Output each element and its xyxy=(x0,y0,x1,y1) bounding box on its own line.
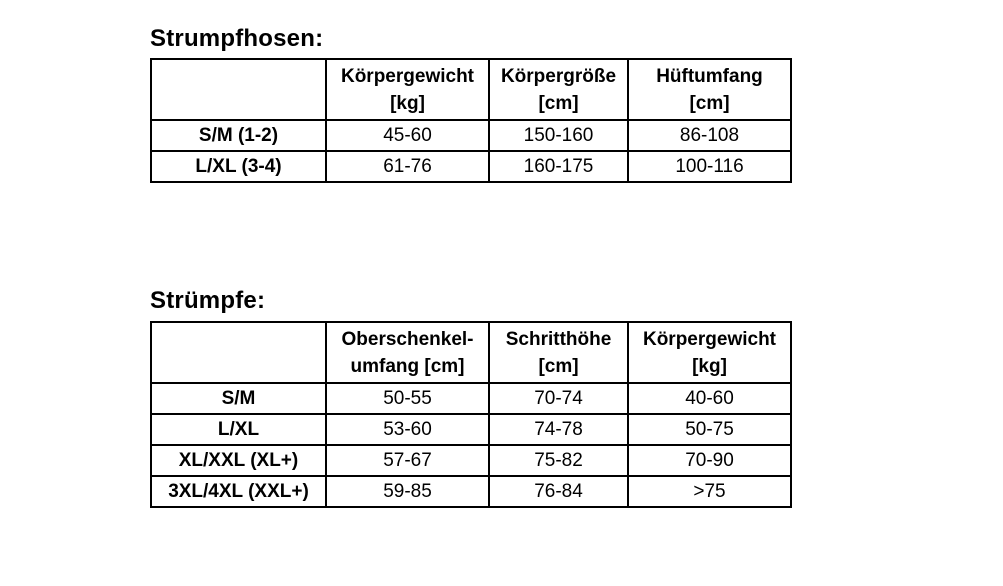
value-cell: 45-60 xyxy=(325,119,490,152)
value-cell: 50-75 xyxy=(627,413,792,446)
header-line-2: umfang [cm] xyxy=(350,355,465,377)
header-line-1: Körpergewicht xyxy=(642,328,777,350)
header-cell-koerpergewicht: Körpergewicht [kg] xyxy=(325,58,490,121)
value-cell: 100-116 xyxy=(627,150,792,183)
row-label-cell: L/XL xyxy=(150,413,327,446)
struempfe-section-title: Strümpfe: xyxy=(150,287,266,314)
row-label-cell: S/M (1-2) xyxy=(150,119,327,152)
table-row: XL/XXL (XL+) 57-67 75-82 70-90 xyxy=(150,444,792,477)
header-line-1: Hüftumfang xyxy=(656,65,763,87)
header-line-2: [cm] xyxy=(689,92,730,114)
row-label-cell: S/M xyxy=(150,382,327,415)
value-cell: 75-82 xyxy=(488,444,629,477)
struempfe-size-table: Oberschenkel- umfang [cm] Schritthöhe [c… xyxy=(150,321,792,508)
header-cell-empty xyxy=(150,321,327,384)
value-cell: 160-175 xyxy=(488,150,629,183)
row-label-cell: XL/XXL (XL+) xyxy=(150,444,327,477)
value-cell: 40-60 xyxy=(627,382,792,415)
table-row: 3XL/4XL (XXL+) 59-85 76-84 >75 xyxy=(150,475,792,508)
header-line-2: [cm] xyxy=(538,355,579,377)
value-cell: 59-85 xyxy=(325,475,490,508)
value-cell: 74-78 xyxy=(488,413,629,446)
value-cell: 70-74 xyxy=(488,382,629,415)
header-line-1: Schritthöhe xyxy=(505,328,612,350)
header-cell-koerpergewicht: Körpergewicht [kg] xyxy=(627,321,792,384)
value-cell: 86-108 xyxy=(627,119,792,152)
row-label-cell: 3XL/4XL (XXL+) xyxy=(150,475,327,508)
header-line-2: [kg] xyxy=(692,355,727,377)
header-line-1: Körpergewicht xyxy=(340,65,475,87)
header-cell-hueftumfang: Hüftumfang [cm] xyxy=(627,58,792,121)
header-line-1: Oberschenkel- xyxy=(341,328,474,350)
strumpfhosen-size-table: Körpergewicht [kg] Körpergröße [cm] Hüft… xyxy=(150,58,792,183)
value-cell: >75 xyxy=(627,475,792,508)
header-cell-oberschenkelumfang: Oberschenkel- umfang [cm] xyxy=(325,321,490,384)
value-cell: 70-90 xyxy=(627,444,792,477)
table-header-row: Körpergewicht [kg] Körpergröße [cm] Hüft… xyxy=(150,58,792,121)
value-cell: 150-160 xyxy=(488,119,629,152)
table-row: S/M 50-55 70-74 40-60 xyxy=(150,382,792,415)
value-cell: 53-60 xyxy=(325,413,490,446)
row-label-cell: L/XL (3-4) xyxy=(150,150,327,183)
table-row: L/XL 53-60 74-78 50-75 xyxy=(150,413,792,446)
value-cell: 57-67 xyxy=(325,444,490,477)
value-cell: 61-76 xyxy=(325,150,490,183)
header-line-2: [kg] xyxy=(390,92,425,114)
strumpfhosen-section-title: Strumpfhosen: xyxy=(150,25,324,52)
header-cell-empty xyxy=(150,58,327,121)
table-row: L/XL (3-4) 61-76 160-175 100-116 xyxy=(150,150,792,183)
header-cell-schritthoehe: Schritthöhe [cm] xyxy=(488,321,629,384)
table-row: S/M (1-2) 45-60 150-160 86-108 xyxy=(150,119,792,152)
header-cell-koerpergroesse: Körpergröße [cm] xyxy=(488,58,629,121)
header-line-2: [cm] xyxy=(538,92,579,114)
header-line-1: Körpergröße xyxy=(500,65,617,87)
table-header-row: Oberschenkel- umfang [cm] Schritthöhe [c… xyxy=(150,321,792,384)
value-cell: 50-55 xyxy=(325,382,490,415)
value-cell: 76-84 xyxy=(488,475,629,508)
